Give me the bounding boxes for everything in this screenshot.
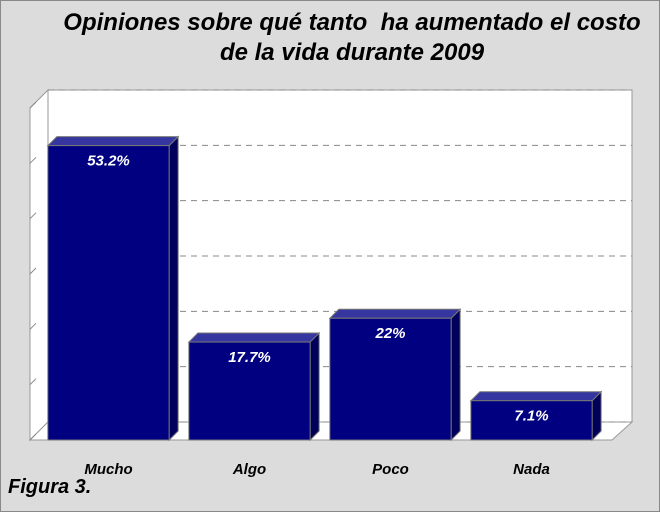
- bar-side: [168, 135, 179, 442]
- side-wall: [29, 88, 49, 442]
- value-label: 22%: [374, 325, 405, 342]
- bar: [47, 145, 170, 441]
- value-label: 7.1%: [514, 408, 548, 425]
- tick-mark: [29, 433, 37, 441]
- caption: Figura 3.: [8, 476, 92, 498]
- value-label: 17.7%: [228, 349, 271, 366]
- bar-top: [46, 136, 180, 147]
- bar-top: [328, 308, 462, 319]
- x-tick-label: Mucho: [84, 461, 132, 478]
- bar-side: [309, 331, 320, 442]
- bar: [188, 341, 311, 441]
- bar: [470, 400, 593, 441]
- bar: [329, 317, 452, 441]
- value-label: 53.2%: [87, 153, 130, 170]
- tick-mark: [29, 212, 37, 220]
- bars: 53.2% 17.7% 22% 7.1%: [46, 135, 603, 442]
- tick-mark: [29, 156, 37, 164]
- tick-mark: [29, 322, 37, 330]
- tick-mark: [29, 267, 37, 275]
- x-tick-label: Poco: [372, 461, 409, 478]
- x-tick-label: Algo: [232, 461, 266, 478]
- tick-mark: [29, 101, 37, 109]
- x-tick-label: Nada: [513, 461, 550, 478]
- bar-top: [187, 332, 321, 343]
- chart-title: Opiniones sobre qué tanto ha aumentado e…: [63, 9, 648, 66]
- tick-mark: [29, 378, 37, 386]
- bar-side: [450, 308, 461, 442]
- bar-top: [469, 391, 603, 402]
